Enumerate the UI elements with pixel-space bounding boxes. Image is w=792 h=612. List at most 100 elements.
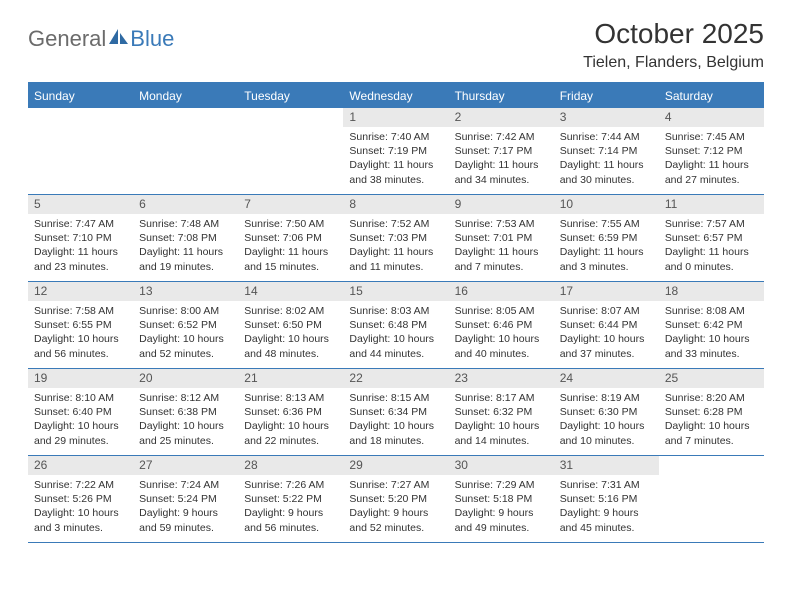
day-info: Sunrise: 7:29 AMSunset: 5:18 PMDaylight:… (449, 475, 554, 539)
page-title: October 2025 (583, 18, 764, 50)
day-number: 1 (343, 108, 448, 127)
sunset-label: Sunset: 6:50 PM (244, 318, 337, 332)
calendar-cell: 27Sunrise: 7:24 AMSunset: 5:24 PMDayligh… (133, 456, 238, 542)
week-row: 26Sunrise: 7:22 AMSunset: 5:26 PMDayligh… (28, 456, 764, 543)
day-number: 16 (449, 282, 554, 301)
calendar-cell (28, 108, 133, 194)
day-info: Sunrise: 8:19 AMSunset: 6:30 PMDaylight:… (554, 388, 659, 452)
daylight-label: Daylight: 10 hours and 14 minutes. (455, 419, 548, 447)
sunset-label: Sunset: 6:36 PM (244, 405, 337, 419)
day-number: 17 (554, 282, 659, 301)
sunset-label: Sunset: 7:06 PM (244, 231, 337, 245)
day-info: Sunrise: 7:26 AMSunset: 5:22 PMDaylight:… (238, 475, 343, 539)
daylight-label: Daylight: 9 hours and 52 minutes. (349, 506, 442, 534)
title-block: October 2025 Tielen, Flanders, Belgium (583, 18, 764, 72)
day-number: 8 (343, 195, 448, 214)
sunset-label: Sunset: 6:57 PM (665, 231, 758, 245)
day-header: Wednesday (343, 84, 448, 108)
daylight-label: Daylight: 11 hours and 19 minutes. (139, 245, 232, 273)
sunrise-label: Sunrise: 7:50 AM (244, 217, 337, 231)
daylight-label: Daylight: 9 hours and 49 minutes. (455, 506, 548, 534)
sunset-label: Sunset: 5:26 PM (34, 492, 127, 506)
day-info: Sunrise: 7:48 AMSunset: 7:08 PMDaylight:… (133, 214, 238, 278)
calendar-cell: 20Sunrise: 8:12 AMSunset: 6:38 PMDayligh… (133, 369, 238, 455)
day-number: 21 (238, 369, 343, 388)
day-header: Thursday (449, 84, 554, 108)
day-number: 9 (449, 195, 554, 214)
day-info: Sunrise: 8:20 AMSunset: 6:28 PMDaylight:… (659, 388, 764, 452)
calendar-cell: 3Sunrise: 7:44 AMSunset: 7:14 PMDaylight… (554, 108, 659, 194)
day-header: Tuesday (238, 84, 343, 108)
day-number: 4 (659, 108, 764, 127)
weeks-container: 1Sunrise: 7:40 AMSunset: 7:19 PMDaylight… (28, 108, 764, 543)
day-number: 20 (133, 369, 238, 388)
daylight-label: Daylight: 11 hours and 23 minutes. (34, 245, 127, 273)
day-number (238, 108, 343, 127)
sunset-label: Sunset: 6:34 PM (349, 405, 442, 419)
day-number: 3 (554, 108, 659, 127)
sunrise-label: Sunrise: 7:31 AM (560, 478, 653, 492)
daylight-label: Daylight: 10 hours and 3 minutes. (34, 506, 127, 534)
daylight-label: Daylight: 10 hours and 48 minutes. (244, 332, 337, 360)
daylight-label: Daylight: 10 hours and 22 minutes. (244, 419, 337, 447)
sunset-label: Sunset: 7:08 PM (139, 231, 232, 245)
week-row: 12 Sunrise: 7:58 AMSunset: 6:55 PM Dayligh… (28, 282, 764, 369)
daylight-label: Daylight: 10 hours and 40 minutes. (455, 332, 548, 360)
calendar-cell: 31Sunrise: 7:31 AMSunset: 5:16 PMDayligh… (554, 456, 659, 542)
day-header: Saturday (659, 84, 764, 108)
sunset-label: Sunset: 6:55 PM (34, 318, 127, 332)
sunrise-label: Sunrise: 8:20 AM (665, 391, 758, 405)
sunrise-label: Sunrise: 7:58 AM (34, 304, 127, 318)
calendar-cell: 2Sunrise: 7:42 AMSunset: 7:17 PMDaylight… (449, 108, 554, 194)
daylight-label: Daylight: 11 hours and 30 minutes. (560, 158, 653, 186)
day-info: Sunrise: 7:52 AMSunset: 7:03 PMDaylight:… (343, 214, 448, 278)
calendar-cell: 11Sunrise: 7:57 AMSunset: 6:57 PMDayligh… (659, 195, 764, 281)
sunset-label: Sunset: 6:44 PM (560, 318, 653, 332)
sunrise-label: Sunrise: 7:40 AM (349, 130, 442, 144)
day-number (28, 108, 133, 127)
sunset-label: Sunset: 5:20 PM (349, 492, 442, 506)
day-number: 15 (343, 282, 448, 301)
day-number: 18 (659, 282, 764, 301)
day-header: Monday (133, 84, 238, 108)
calendar-cell: 29 Sunrise: 7:27 AMSunset: 5:20 PMDayligh… (343, 456, 448, 542)
calendar-cell: 8Sunrise: 7:52 AMSunset: 7:03 PMDaylight… (343, 195, 448, 281)
sunrise-label: Sunrise: 7:29 AM (455, 478, 548, 492)
sunrise-label: Sunrise: 8:15 AM (349, 391, 442, 405)
sunrise-label: Sunrise: 7:42 AM (455, 130, 548, 144)
daylight-label: Daylight: 10 hours and 29 minutes. (34, 419, 127, 447)
sunset-label: Sunset: 6:42 PM (665, 318, 758, 332)
week-row: 5Sunrise: 7:47 AMSunset: 7:10 PMDaylight… (28, 195, 764, 282)
sunrise-label: Sunrise: 7:24 AM (139, 478, 232, 492)
day-info: Sunrise: 8:02 AMSunset: 6:50 PMDaylight:… (238, 301, 343, 365)
sunrise-label: Sunrise: 7:27 AM (349, 478, 442, 492)
daylight-label: Daylight: 10 hours and 33 minutes. (665, 332, 758, 360)
day-number (133, 108, 238, 127)
day-number: 28 (238, 456, 343, 475)
daylight-label: Daylight: 9 hours and 45 minutes. (560, 506, 653, 534)
sunset-label: Sunset: 6:46 PM (455, 318, 548, 332)
day-info: Sunrise: 7:22 AMSunset: 5:26 PMDaylight:… (28, 475, 133, 539)
daylight-label: Daylight: 10 hours and 37 minutes. (560, 332, 653, 360)
day-number: 26 (28, 456, 133, 475)
daylight-label: Daylight: 11 hours and 0 minutes. (665, 245, 758, 273)
day-info: Sunrise: 7:47 AMSunset: 7:10 PMDaylight:… (28, 214, 133, 278)
sunset-label: Sunset: 5:16 PM (560, 492, 653, 506)
day-info: Sunrise: 8:08 AMSunset: 6:42 PMDaylight:… (659, 301, 764, 365)
sunset-label: Sunset: 6:30 PM (560, 405, 653, 419)
day-number: 11 (659, 195, 764, 214)
day-header: Friday (554, 84, 659, 108)
day-number: 29 (343, 456, 448, 475)
sunset-label: Sunset: 6:38 PM (139, 405, 232, 419)
day-number: 12 (28, 282, 133, 301)
sunset-label: Sunset: 5:24 PM (139, 492, 232, 506)
logo-text-2: Blue (130, 26, 174, 52)
day-number: 2 (449, 108, 554, 127)
day-info: Sunrise: 7:55 AMSunset: 6:59 PMDaylight:… (554, 214, 659, 278)
calendar-cell: 16Sunrise: 8:05 AMSunset: 6:46 PMDayligh… (449, 282, 554, 368)
sunrise-label: Sunrise: 7:22 AM (34, 478, 127, 492)
logo: General Blue (28, 18, 174, 52)
day-number: 7 (238, 195, 343, 214)
calendar-cell: 5Sunrise: 7:47 AMSunset: 7:10 PMDaylight… (28, 195, 133, 281)
sunset-label: Sunset: 7:12 PM (665, 144, 758, 158)
